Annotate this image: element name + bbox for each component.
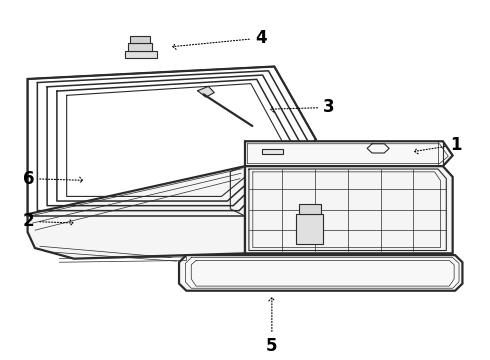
Polygon shape xyxy=(245,166,453,253)
Text: 2: 2 xyxy=(23,212,73,230)
Text: 4: 4 xyxy=(173,29,267,49)
Text: 1: 1 xyxy=(415,136,462,154)
Polygon shape xyxy=(245,141,453,166)
Polygon shape xyxy=(27,166,245,259)
Polygon shape xyxy=(262,149,283,154)
Polygon shape xyxy=(299,203,321,214)
Polygon shape xyxy=(125,51,157,58)
Polygon shape xyxy=(197,86,214,97)
Polygon shape xyxy=(179,255,463,291)
Polygon shape xyxy=(128,43,152,51)
Polygon shape xyxy=(296,214,323,244)
Polygon shape xyxy=(27,67,316,216)
Text: 6: 6 xyxy=(23,170,83,188)
Text: 3: 3 xyxy=(270,98,335,116)
Polygon shape xyxy=(130,36,150,43)
Text: 5: 5 xyxy=(266,298,278,355)
